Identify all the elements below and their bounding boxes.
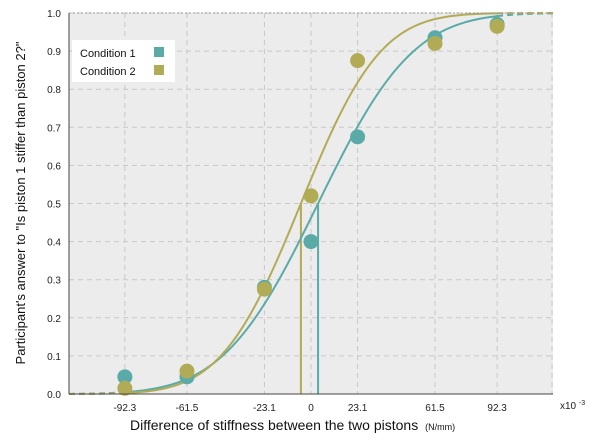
data-point: [427, 35, 443, 51]
y-tick-label: 0.1: [47, 352, 61, 363]
y-tick-label: 0.6: [47, 161, 61, 172]
data-point: [179, 363, 195, 379]
y-tick-label: 0.0: [47, 390, 61, 401]
threshold-lines: [299, 203, 320, 394]
x-axis-title-unit: (N/mm): [425, 422, 455, 432]
tick-labels: -92.3 -61.5 -23.1 0 23.1 61.5 92.3 0.0 0.1 0.2 0.3…: [47, 9, 507, 414]
data-points: [117, 16, 505, 396]
legend-swatch-condition-2: [154, 65, 164, 75]
x-tick-label: 23.1: [348, 403, 368, 414]
x-axis-title-main: Difference of stiffness between the two …: [130, 417, 418, 433]
x-tick-label: -92.3: [113, 403, 136, 414]
x-tick-label: 92.3: [487, 403, 507, 414]
x-tick-label: 0: [308, 403, 314, 414]
data-point: [303, 234, 319, 250]
y-tick-label: 0.5: [47, 200, 61, 211]
legend-label-condition-2: Condition 2: [80, 66, 136, 78]
data-point: [303, 188, 319, 204]
data-point: [256, 281, 272, 297]
y-tick-label: 0.8: [47, 85, 61, 96]
y-tick-label: 0.7: [47, 123, 61, 134]
data-point: [350, 129, 366, 145]
x-tick-label: -61.5: [176, 403, 199, 414]
x-axis-title: Difference of stiffness between the two …: [130, 417, 455, 433]
legend-swatch-condition-1: [154, 47, 164, 57]
data-point: [350, 53, 366, 69]
x-axis-multiplier-exponent: -3: [579, 400, 585, 407]
x-axis-multiplier: x10 -3: [560, 400, 585, 412]
y-tick-label: 0.2: [47, 314, 61, 325]
y-tick-label: 0.3: [47, 276, 61, 287]
y-tick-label: 0.4: [47, 238, 61, 249]
y-axis-title: Participant's answer to "Is piston 1 sti…: [13, 41, 28, 364]
data-point: [117, 369, 133, 385]
axes: [68, 12, 553, 395]
data-point: [117, 380, 133, 396]
legend: Condition 1 Condition 2: [72, 40, 175, 82]
legend-label-condition-1: Condition 1: [80, 48, 136, 60]
x-tick-label: -23.1: [253, 403, 276, 414]
y-tick-label: 0.9: [47, 47, 61, 58]
y-tick-label: 1.0: [47, 9, 61, 20]
data-point: [489, 18, 505, 34]
x-axis-multiplier-base: x10: [560, 401, 577, 412]
x-tick-label: 61.5: [425, 403, 445, 414]
